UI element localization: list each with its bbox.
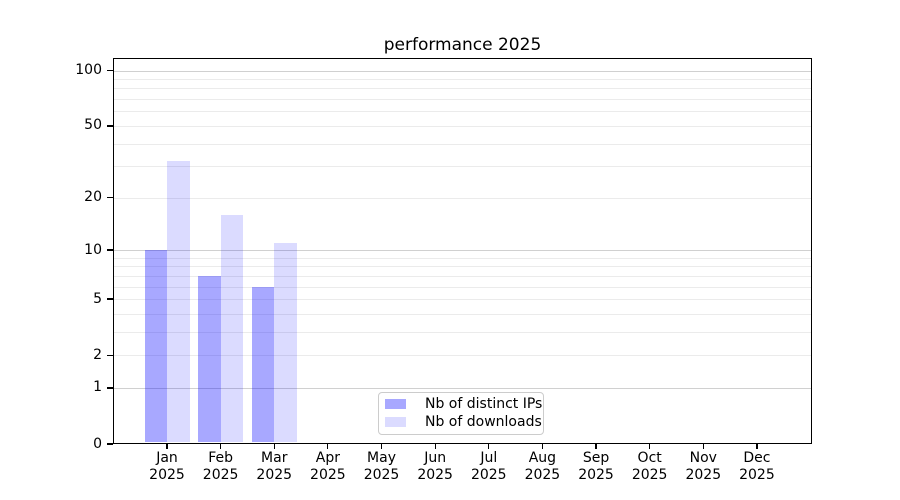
x-tick-mark <box>220 443 222 449</box>
x-tick-mark <box>595 443 597 449</box>
y-gridline-minor <box>114 125 811 127</box>
y-tick-mark <box>106 70 113 72</box>
x-tick-mark <box>327 443 329 449</box>
legend-label-downloads: Nb of downloads <box>425 414 542 430</box>
chart-title: performance 2025 <box>383 35 542 55</box>
y-tick-label-0: 0 <box>93 435 102 452</box>
plot-area <box>113 57 812 444</box>
x-tick-mark <box>541 443 543 449</box>
y-gridline-minor <box>114 88 811 90</box>
y-gridline-major <box>114 387 811 389</box>
y-tick-mark <box>106 387 113 389</box>
y-gridline-minor <box>114 275 811 277</box>
y-gridline-minor <box>114 111 811 113</box>
x-tick-label-dec: Dec 2025 <box>739 450 775 483</box>
y-tick-label-100: 100 <box>75 62 102 79</box>
x-tick-mark <box>488 443 490 449</box>
x-tick-label-mar: Mar 2025 <box>256 450 293 483</box>
y-gridline-minor <box>114 79 811 81</box>
y-gridline-minor <box>114 143 811 145</box>
legend-label-distinct-ips: Nb of distinct IPs <box>425 396 543 412</box>
y-gridline-major <box>114 250 811 251</box>
y-tick-label-10: 10 <box>84 241 102 258</box>
y-gridline-minor <box>114 166 811 168</box>
y-tick-label-1: 1 <box>93 379 102 396</box>
y-tick-mark <box>106 125 113 127</box>
x-tick-label-oct: Oct 2025 <box>631 450 668 483</box>
x-tick-mark <box>273 443 275 449</box>
x-tick-mark <box>702 443 704 449</box>
y-gridline-major <box>114 70 811 72</box>
x-tick-label-sep: Sep 2025 <box>578 450 614 483</box>
y-tick-mark <box>106 197 113 199</box>
y-gridline-minor <box>114 197 811 199</box>
bar-nb-of-downloads-jan <box>167 161 190 443</box>
x-tick-label-apr: Apr 2025 <box>310 450 346 483</box>
y-tick-label-50: 50 <box>84 117 102 134</box>
y-tick-label-2: 2 <box>93 346 102 363</box>
y-gridline-minor <box>114 286 811 288</box>
legend-swatch-downloads <box>385 417 406 427</box>
x-tick-label-may: May 2025 <box>363 450 400 483</box>
x-tick-label-aug: Aug 2025 <box>524 450 561 483</box>
bar-nb-of-distinct-ips-feb <box>198 275 221 443</box>
x-tick-mark <box>434 443 436 449</box>
legend-item-distinct-ips: Nb of distinct IPs <box>385 396 543 412</box>
x-tick-mark <box>649 443 651 449</box>
y-gridline-minor <box>114 313 811 315</box>
y-tick-mark <box>106 298 113 300</box>
y-gridline-minor <box>114 99 811 101</box>
y-gridline-minor <box>114 331 811 333</box>
y-gridline-minor <box>114 355 811 357</box>
y-tick-mark <box>106 249 113 251</box>
x-tick-label-nov: Nov 2025 <box>685 450 722 483</box>
x-tick-label-jun: Jun 2025 <box>417 450 453 483</box>
x-tick-label-feb: Feb 2025 <box>202 450 239 483</box>
bar-nb-of-downloads-feb <box>220 214 244 443</box>
legend-item-downloads: Nb of downloads <box>385 414 543 430</box>
bar-nb-of-distinct-ips-mar <box>251 286 275 443</box>
y-tick-label-5: 5 <box>93 290 102 307</box>
y-tick-mark <box>106 443 113 445</box>
bar-nb-of-downloads-mar <box>274 242 297 443</box>
y-gridline-minor <box>114 257 811 259</box>
legend-swatch-distinct-ips <box>385 399 406 409</box>
x-tick-mark <box>380 443 383 449</box>
x-tick-label-jan: Jan 2025 <box>149 450 185 483</box>
legend: Nb of distinct IPs Nb of downloads <box>378 391 544 435</box>
x-tick-label-jul: Jul 2025 <box>470 450 507 483</box>
y-gridline-minor <box>114 299 811 301</box>
y-tick-label-20: 20 <box>84 189 102 206</box>
y-gridline-minor <box>114 266 811 268</box>
y-tick-mark <box>106 354 113 356</box>
x-tick-mark <box>756 443 758 449</box>
bar-nb-of-distinct-ips-jan <box>144 250 167 443</box>
x-tick-mark <box>166 443 168 449</box>
